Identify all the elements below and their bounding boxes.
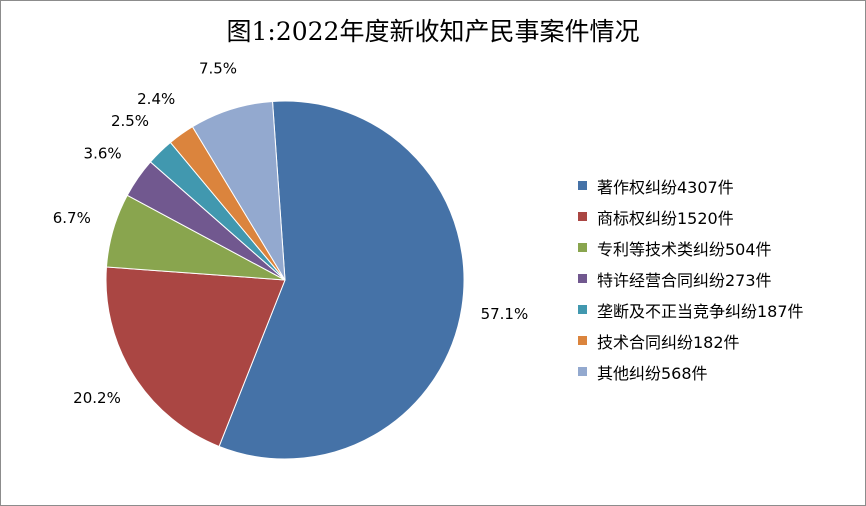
legend-swatch	[578, 305, 587, 314]
percent-label-6: 2.4%	[137, 90, 175, 108]
legend-label: 垄断及不正当竞争纠纷187件	[597, 301, 804, 321]
legend-swatch	[578, 367, 587, 376]
percent-label-7: 7.5%	[199, 59, 237, 77]
percent-label-2: 20.2%	[73, 389, 121, 407]
pie-slice-7	[191, 100, 286, 281]
percent-label-3: 6.7%	[53, 209, 91, 227]
pie-slice-2	[105, 266, 286, 448]
legend-swatch	[578, 243, 587, 252]
pie-slices	[105, 100, 465, 460]
chart-title: 图1:2022年度新收知产民事案件情况	[226, 17, 640, 46]
percent-label-1: 57.1%	[481, 305, 529, 323]
legend-swatch	[578, 274, 587, 283]
legend-swatch	[578, 336, 587, 345]
legend: 著作权纠纷4307件 商标权纠纷1520件专利等技术类纠纷504件 特许经营合同纠纷…	[578, 170, 804, 387]
legend-swatch	[578, 212, 587, 221]
percent-labels: 57.1% 20.2% 6.7% 3.6% 2.5% 2.4% 7.5%	[53, 59, 528, 407]
legend-item-1: 著作权纠纷4307件	[578, 170, 804, 201]
legend-label: 商标权纠纷1520件	[597, 208, 734, 228]
legend-item-2: 商标权纠纷1520件	[578, 201, 804, 232]
pie-slice-1	[218, 100, 465, 460]
legend-label: 专利等技术类纠纷504件	[597, 239, 772, 259]
legend-swatch	[578, 181, 587, 190]
legend-label: 著作权纠纷4307件	[597, 177, 734, 197]
legend-label: 技术合同纠纷182件	[597, 332, 740, 352]
legend-item-6: 技术合同纠纷182件	[578, 325, 804, 356]
percent-label-4: 3.6%	[84, 145, 122, 163]
legend-label: 其他纠纷568件	[597, 363, 708, 383]
legend-item-7: 其他纠纷568件	[578, 356, 804, 387]
legend-item-4: 特许经营合同纠纷273件	[578, 263, 804, 294]
legend-item-5: 垄断及不正当竞争纠纷187件	[578, 294, 804, 325]
legend-label: 特许经营合同纠纷273件	[597, 270, 772, 290]
legend-item-3: 专利等技术类纠纷504件	[578, 232, 804, 263]
percent-label-5: 2.5%	[111, 112, 149, 130]
